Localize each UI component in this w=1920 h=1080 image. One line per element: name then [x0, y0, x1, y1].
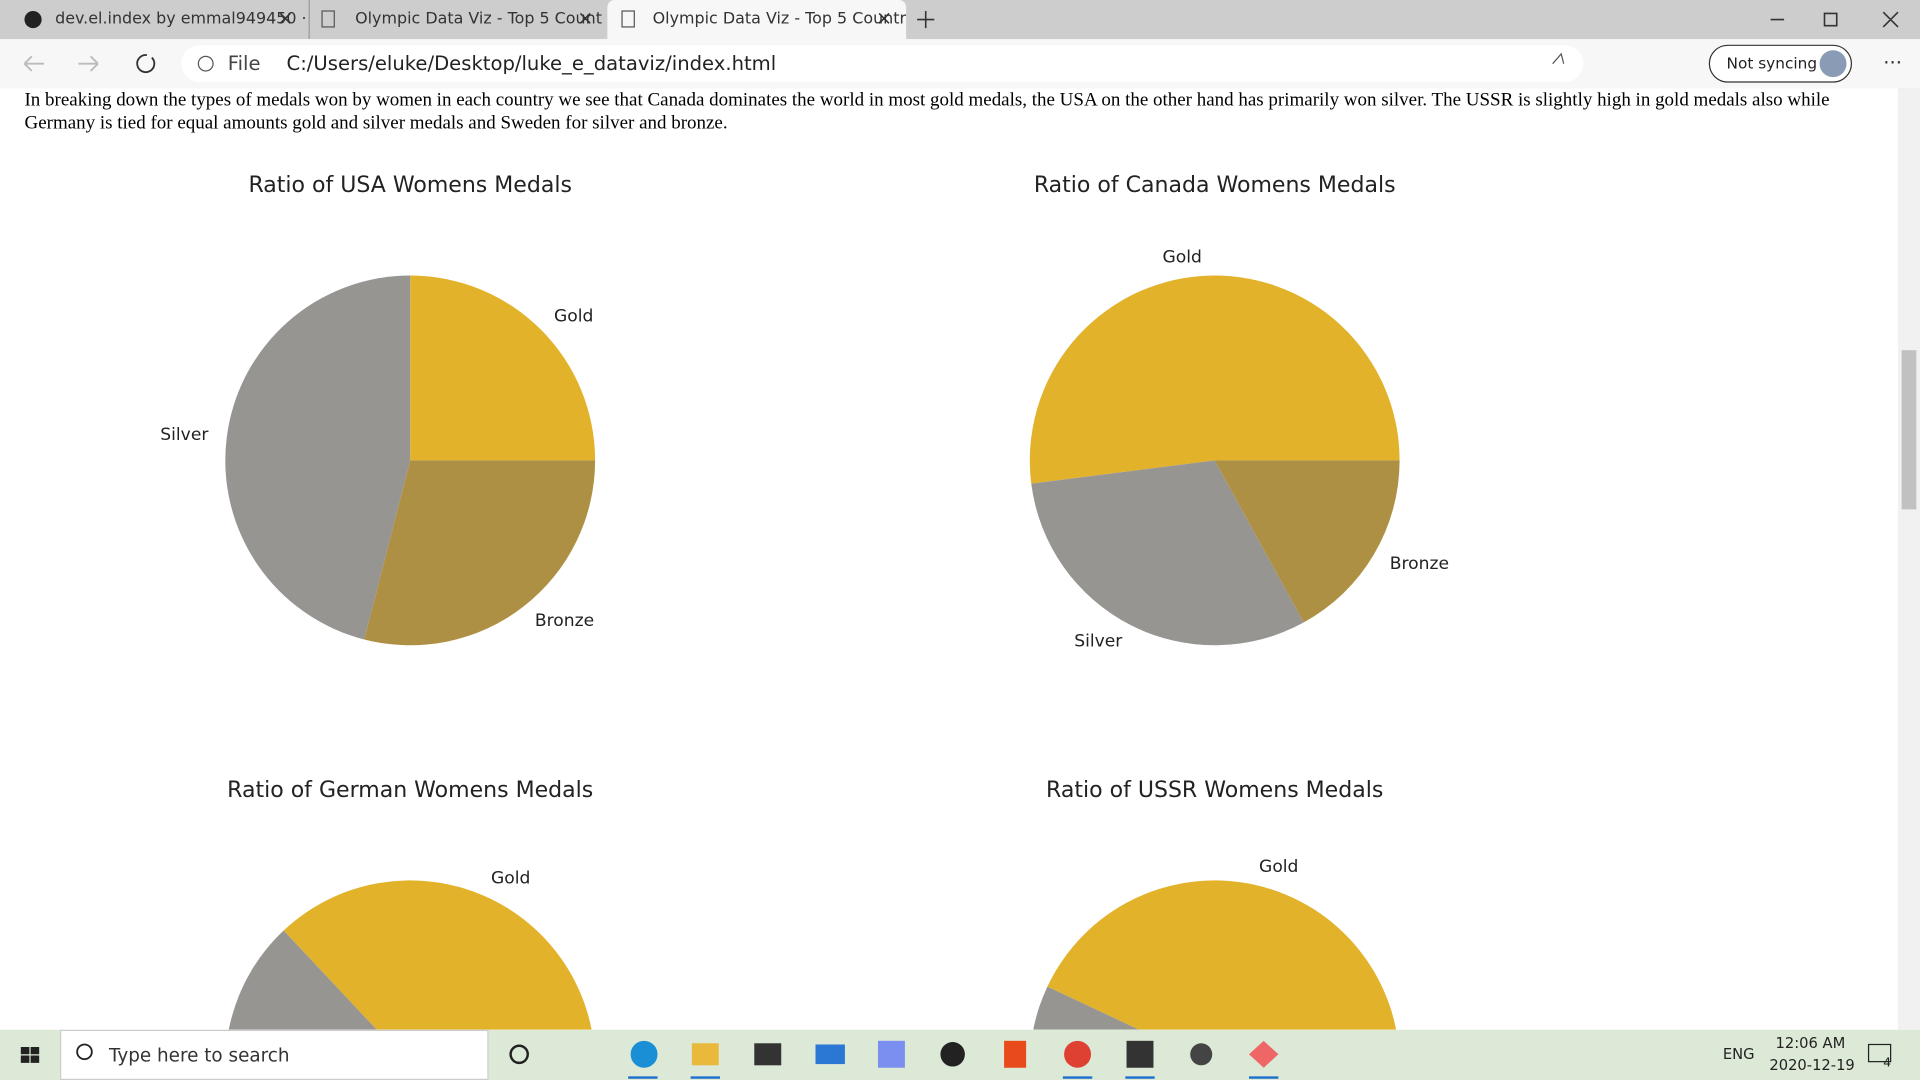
pie-slice: [1029, 275, 1400, 484]
chart-title: Ratio of USA Womens Medals: [248, 173, 571, 198]
search-box[interactable]: [60, 1029, 489, 1080]
tab-icons: [24, 10, 1899, 29]
taskbar: Type here to search ENG 12:06 AM 2020-12…: [0, 1029, 1920, 1080]
paragraph: In breaking down the types of medals won…: [24, 89, 1830, 134]
scrollbar[interactable]: [1897, 88, 1920, 1030]
chart-title: Ratio of Canada Womens Medals: [1034, 173, 1396, 198]
slice-label: Gold: [554, 307, 593, 327]
search-placeholder: Type here to search: [108, 1044, 290, 1067]
chart-title: Ratio of USSR Womens Medals: [1046, 778, 1383, 803]
pie-slice: [283, 880, 592, 1030]
pie-slice: [1214, 460, 1400, 623]
tab-strip: dev.el.index by emmal949450 · P Olympic …: [0, 0, 1920, 40]
pie-slice: [1033, 986, 1140, 1030]
tab[interactable]: dev.el.index by emmal949450 · P: [0, 0, 306, 39]
address-bar: ··· File C:/Users/eluke/Desktop/luke_e_d…: [0, 39, 1920, 90]
tab[interactable]: Olympic Data Viz - Top 5 Countr: [308, 0, 603, 40]
tab-active[interactable]: Olympic Data Viz - Top 5 Countr: [607, 0, 907, 40]
slice-label: Silver: [160, 425, 209, 445]
pie-slice: [1047, 880, 1397, 1030]
sync-button[interactable]: Not syncing: [1726, 53, 1818, 73]
language[interactable]: ENG: [1722, 1045, 1755, 1063]
pie-slice: [225, 275, 411, 640]
pie-slice: [364, 460, 596, 646]
url-scheme: File: [227, 51, 261, 75]
page-content: In breaking down the types of medals won…: [0, 88, 1898, 1030]
slice-label: Bronze: [535, 611, 594, 631]
svg-text:···: ···: [1883, 51, 1902, 74]
url[interactable]: C:/Users/eluke/Desktop/luke_e_dataviz/in…: [286, 51, 777, 75]
notification-count[interactable]: 4: [1883, 1056, 1892, 1071]
pie-slice: [410, 275, 596, 461]
pie-slice: [1031, 460, 1304, 646]
clock-time[interactable]: 12:06 AM: [1775, 1034, 1846, 1052]
taskbar-icons: [20, 1040, 1892, 1079]
clock-date[interactable]: 2020-12-19: [1769, 1056, 1855, 1074]
charts: Ratio of USA Womens Medals Gold Silver Bron…: [160, 173, 1449, 1030]
scroll-thumb[interactable]: [1901, 350, 1917, 510]
chart-title: Ratio of German Womens Medals: [227, 778, 593, 803]
tab-title: Olympic Data Viz - Top 5 Countr: [355, 9, 603, 29]
pie-slice: [228, 930, 377, 1030]
toolbar-icons: ···: [23, 44, 1902, 83]
slice-label: Gold: [491, 869, 530, 889]
slice-label: Bronze: [1390, 554, 1449, 574]
slice-label: Gold: [1259, 857, 1298, 877]
slice-label: Silver: [1074, 632, 1123, 652]
tab-title: dev.el.index by emmal949450 · P: [55, 9, 307, 29]
slice-label: Gold: [1163, 247, 1202, 267]
tab-title: Olympic Data Viz - Top 5 Countr: [652, 9, 907, 29]
